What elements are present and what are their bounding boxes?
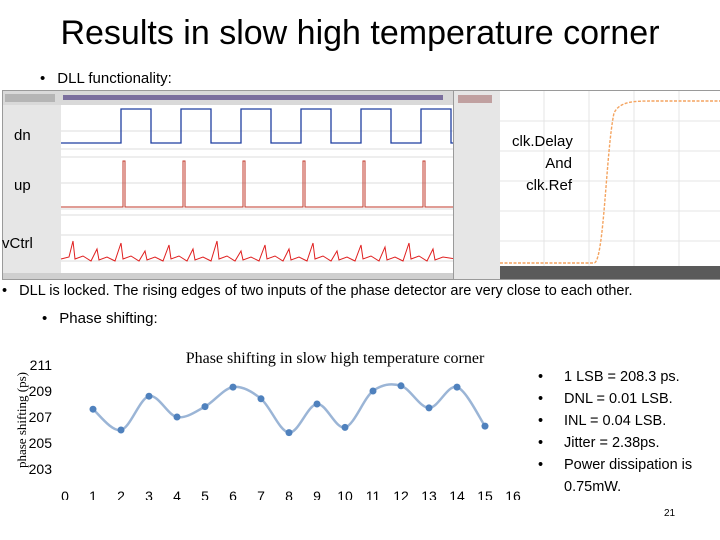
- y-tick-label: 207: [29, 409, 53, 425]
- x-tick-label: 11: [366, 488, 381, 500]
- data-point: [313, 400, 321, 408]
- waveform-screenshot-dn-up-vctrl: [2, 90, 457, 280]
- waveform-plot: [3, 91, 457, 279]
- x-tick-label: 8: [285, 488, 293, 500]
- x-tick-label: 10: [337, 488, 353, 500]
- vctrl-trace: [60, 240, 457, 262]
- label-up: up: [14, 177, 31, 194]
- x-tick-label: 5: [201, 488, 209, 500]
- scope-scrollbar: [63, 95, 443, 100]
- x-tick-label: 2: [117, 488, 125, 500]
- bullet-dll-locked: • DLL is locked. The rising edges of two…: [2, 283, 633, 299]
- bullet-dot: •: [40, 70, 46, 87]
- clk-time-axis: [500, 266, 720, 279]
- x-tick-label: 1: [89, 488, 97, 500]
- x-tick-label: 6: [229, 488, 237, 500]
- x-tick-label: 14: [449, 488, 465, 500]
- data-point: [397, 382, 405, 390]
- label-clk-delay: clk.Delay: [512, 133, 573, 150]
- stat-dnl: DNL = 0.01 LSB.: [538, 388, 720, 410]
- y-tick-label: 205: [29, 435, 53, 451]
- scope-grid: [61, 130, 456, 262]
- data-point: [229, 383, 237, 391]
- data-point: [341, 423, 349, 431]
- x-tick-label: 4: [173, 488, 181, 500]
- x-tick-label: 9: [313, 488, 321, 500]
- label-clk: clk.Delay And clk.Ref: [512, 131, 573, 197]
- chart-title: Phase shifting in slow high temperature …: [185, 350, 485, 367]
- stat-jitter: Jitter = 2.38ps.: [538, 432, 720, 454]
- bullet-phase-text: Phase shifting:: [59, 310, 158, 327]
- data-point: [89, 405, 97, 413]
- label-dn: dn: [14, 127, 31, 144]
- scope-plot-area: [61, 105, 456, 273]
- y-tick-label: 211: [30, 357, 53, 373]
- up-trace: [61, 160, 456, 208]
- y-tick-label: 203: [29, 461, 53, 477]
- waveform-screenshot-clk: [453, 90, 720, 280]
- clk-plot-area: [500, 91, 720, 266]
- label-clk-and: And: [545, 155, 572, 172]
- data-point: [145, 392, 153, 400]
- x-tick-label: 16: [505, 488, 521, 500]
- data-point: [173, 413, 181, 421]
- clk-delay-trace: [500, 100, 720, 264]
- scope-axis-strip: [3, 105, 61, 279]
- label-clk-ref: clk.Ref: [526, 177, 572, 194]
- bullet-dll-text: DLL functionality:: [57, 70, 172, 87]
- bullet-dll-functionality: • DLL functionality:: [40, 70, 172, 87]
- data-point: [425, 404, 433, 412]
- clk-grid: [500, 91, 720, 266]
- y-tick-label: 209: [29, 383, 53, 399]
- clk-axis-strip: [454, 91, 500, 279]
- data-point: [285, 429, 293, 437]
- clk-plot: [454, 91, 720, 279]
- data-point: [453, 383, 461, 391]
- x-tick-label: 0: [61, 488, 69, 500]
- x-tick-label: 15: [477, 488, 493, 500]
- stat-lsb: 1 LSB = 208.3 ps.: [538, 366, 720, 388]
- scope-footer: [3, 273, 456, 279]
- clk-toolbar-button: [458, 95, 492, 103]
- data-point: [117, 426, 125, 434]
- x-tick-label: 13: [421, 488, 437, 500]
- slide-title: Results in slow high temperature corner: [60, 14, 660, 52]
- dn-trace: [61, 108, 456, 144]
- data-point: [369, 387, 377, 395]
- bullet-phase-shifting: • Phase shifting:: [42, 310, 158, 327]
- data-point: [201, 403, 209, 411]
- dll-locked-text: DLL is locked. The rising edges of two i…: [19, 283, 633, 299]
- data-point: [257, 395, 265, 403]
- stat-inl: INL = 0.04 LSB.: [538, 410, 720, 432]
- x-tick-label: 12: [393, 488, 409, 500]
- data-point: [481, 422, 489, 430]
- x-tick-label: 7: [257, 488, 265, 500]
- bullet-dot: •: [42, 310, 48, 327]
- label-vctrl: vCtrl: [2, 235, 33, 252]
- page-number: 21: [664, 508, 676, 519]
- stat-power: Power dissipation is 0.75mW.: [538, 454, 720, 498]
- scope-toolbar-button: [5, 94, 55, 102]
- results-summary: 1 LSB = 208.3 ps. DNL = 0.01 LSB. INL = …: [538, 366, 720, 498]
- bullet-dot: •: [2, 283, 20, 299]
- x-tick-label: 3: [145, 488, 153, 500]
